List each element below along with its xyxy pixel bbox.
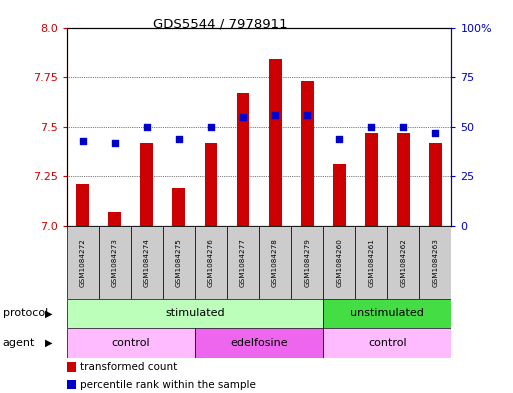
Bar: [323, 328, 451, 358]
Text: GSM1084273: GSM1084273: [112, 238, 118, 287]
Bar: [355, 226, 387, 299]
Bar: [76, 184, 89, 226]
Text: transformed count: transformed count: [80, 362, 177, 372]
Text: unstimulated: unstimulated: [350, 309, 424, 318]
Bar: [333, 164, 346, 226]
Bar: [108, 212, 121, 226]
Point: [271, 112, 279, 118]
Point: [335, 136, 343, 142]
Text: protocol: protocol: [3, 309, 48, 318]
Point: [303, 112, 311, 118]
Bar: [205, 143, 218, 226]
Bar: [98, 226, 131, 299]
Text: GSM1084279: GSM1084279: [304, 238, 310, 287]
Text: agent: agent: [3, 338, 35, 348]
Bar: [141, 143, 153, 226]
Text: percentile rank within the sample: percentile rank within the sample: [80, 380, 256, 389]
Point: [78, 138, 87, 144]
Text: control: control: [368, 338, 407, 348]
Bar: [236, 93, 249, 226]
Text: GSM1084276: GSM1084276: [208, 238, 214, 287]
Text: GSM1084272: GSM1084272: [80, 238, 86, 287]
Bar: [163, 226, 195, 299]
Text: GSM1084275: GSM1084275: [176, 238, 182, 287]
Bar: [67, 362, 76, 372]
Point: [111, 140, 119, 146]
Bar: [172, 188, 185, 226]
Text: GSM1084278: GSM1084278: [272, 238, 278, 287]
Text: control: control: [111, 338, 150, 348]
Bar: [259, 226, 291, 299]
Bar: [301, 81, 313, 226]
Point: [367, 123, 376, 130]
Bar: [227, 226, 259, 299]
Bar: [420, 226, 451, 299]
Bar: [429, 143, 442, 226]
Bar: [323, 226, 355, 299]
Point: [143, 123, 151, 130]
Text: GSM1084260: GSM1084260: [336, 238, 342, 287]
Bar: [269, 59, 282, 226]
Text: stimulated: stimulated: [165, 309, 225, 318]
Bar: [291, 226, 323, 299]
Bar: [67, 380, 76, 389]
Text: ▶: ▶: [45, 309, 52, 318]
Text: GSM1084274: GSM1084274: [144, 238, 150, 287]
Bar: [323, 299, 451, 328]
Bar: [67, 226, 98, 299]
Text: GSM1084262: GSM1084262: [400, 238, 406, 287]
Point: [239, 114, 247, 120]
Text: GSM1084261: GSM1084261: [368, 238, 374, 287]
Bar: [387, 226, 420, 299]
Bar: [397, 133, 410, 226]
Text: GSM1084263: GSM1084263: [432, 238, 439, 287]
Bar: [195, 328, 323, 358]
Point: [175, 136, 183, 142]
Point: [207, 123, 215, 130]
Point: [431, 130, 440, 136]
Text: ▶: ▶: [45, 338, 52, 348]
Point: [399, 123, 407, 130]
Text: edelfosine: edelfosine: [230, 338, 288, 348]
Bar: [67, 299, 323, 328]
Bar: [365, 133, 378, 226]
Bar: [131, 226, 163, 299]
Text: GDS5544 / 7978911: GDS5544 / 7978911: [153, 18, 288, 31]
Text: GSM1084277: GSM1084277: [240, 238, 246, 287]
Bar: [195, 226, 227, 299]
Bar: [67, 328, 195, 358]
